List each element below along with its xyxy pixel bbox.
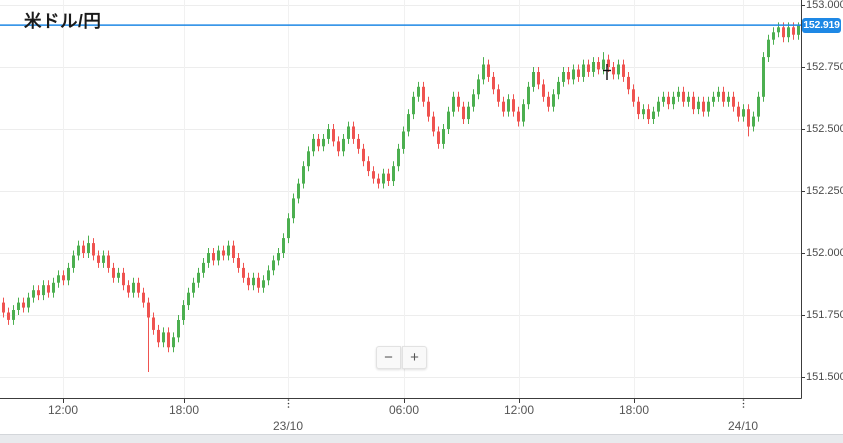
date-axis-label: 23/10 [272, 419, 304, 433]
current-price-badge: 152.919 [802, 18, 841, 33]
price-gridlines [0, 5, 801, 378]
zoom-controls: − + [376, 346, 427, 369]
time-axis-label: 18:00 [618, 403, 650, 417]
price-axis-label: 152.500 [806, 123, 843, 135]
time-axis-label: 06:00 [388, 403, 420, 417]
candlestick-series [2, 22, 800, 372]
time-gridlines [63, 0, 744, 398]
symbol-title: 米ドル/円 [24, 11, 102, 31]
axis-lines [0, 0, 802, 399]
time-axis-label: 18:00 [168, 403, 200, 417]
axis-ticks [63, 5, 805, 408]
price-axis-label: 151.500 [806, 371, 843, 383]
price-axis-label: 152.250 [806, 185, 843, 197]
price-axis-label: 153.000 [806, 0, 843, 11]
time-axis-label: 12:00 [47, 403, 79, 417]
horizontal-scrollbar-track[interactable] [0, 434, 843, 443]
time-axis-label: 12:00 [503, 403, 535, 417]
crosshair-cursor-icon [603, 64, 611, 80]
price-axis-label: 152.000 [806, 247, 843, 259]
date-axis-label: 24/10 [727, 419, 759, 433]
price-axis-label: 152.750 [806, 61, 843, 73]
zoom-out-button[interactable]: − [376, 346, 401, 369]
zoom-in-button[interactable]: + [402, 346, 427, 369]
price-axis-label: 151.750 [806, 309, 843, 321]
